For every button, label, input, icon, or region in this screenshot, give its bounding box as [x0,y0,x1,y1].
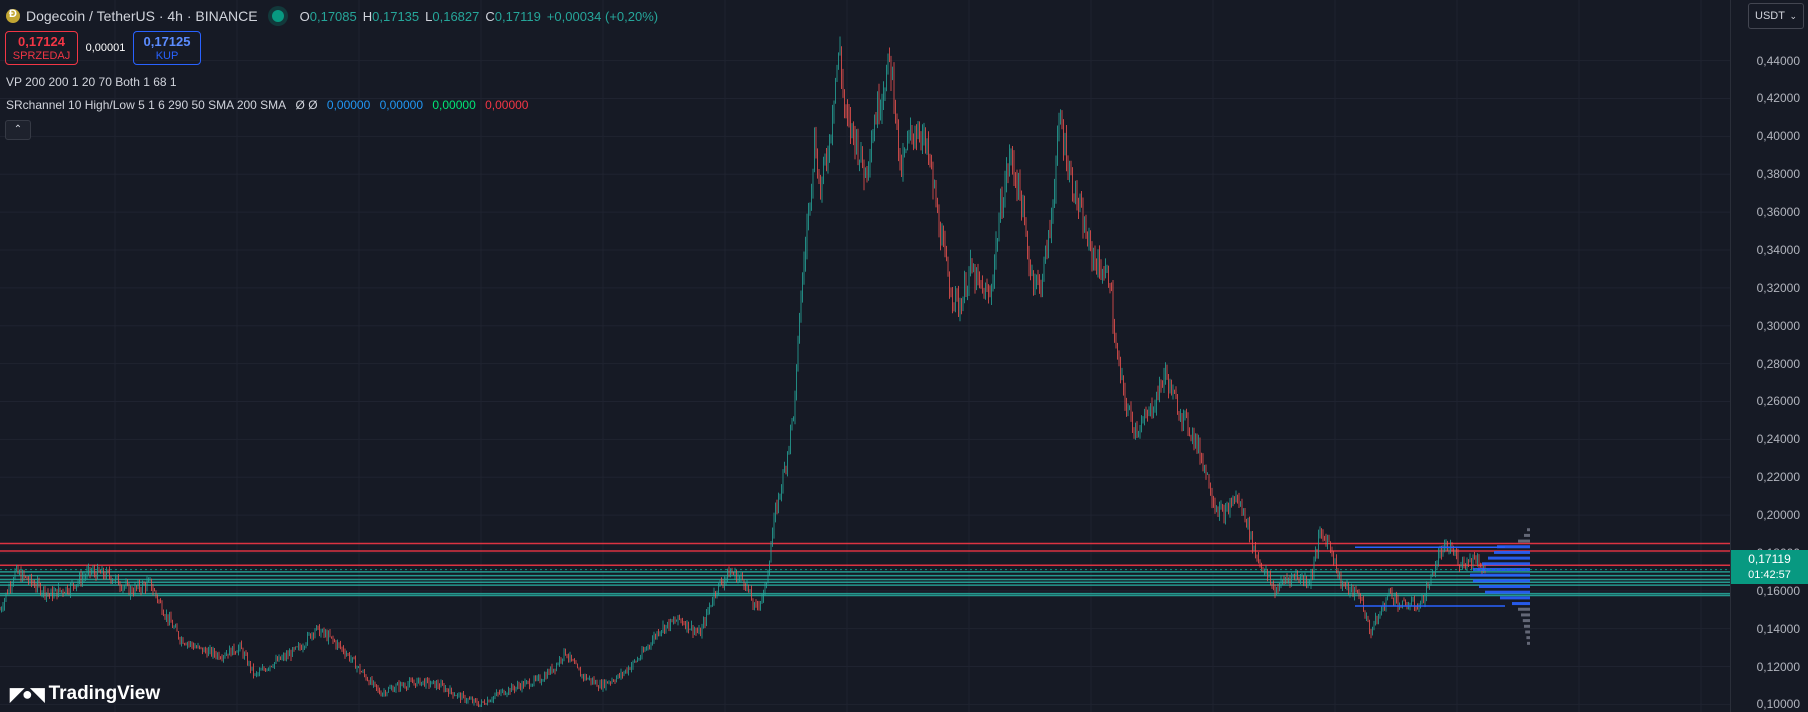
volume-profile-bar [1500,596,1530,600]
tradingview-logo-icon: ◤●◥ [10,683,45,704]
volume-profile-bar [1524,624,1530,628]
volume-profile-bar [1524,533,1530,537]
volume-profile-bar [1512,602,1530,606]
volume-profile-bar [1497,545,1530,549]
indicator-vp[interactable]: VP 200 200 1 20 70 Both 1 68 1 [6,75,183,89]
price-axis-label: 0,28000 [1756,356,1800,371]
ohlc-low: L0,16827 [425,8,480,24]
current-price-tag: 0,17119 01:42:57 [1731,550,1808,584]
volume-profile-bar [1522,619,1530,623]
price-axis-label: 0,10000 [1756,697,1800,712]
price-axis[interactable]: 0,44000 0,42000 0,40000 0,38000 0,36000 0,340… [1730,0,1808,712]
volume-profile-bar [1485,590,1530,594]
price-axis-label: 0,30000 [1756,318,1800,333]
price-axis-label: 0,42000 [1756,91,1800,106]
buy-label: KUP [155,50,179,62]
volume-profile-bar [1488,556,1530,560]
volume-profile-bar [1473,579,1530,583]
buy-button[interactable]: 0,17125 KUP [133,31,201,65]
volume-profile-bar [1525,630,1530,634]
indicator-sr-value-2: 0,00000 [379,98,424,112]
collapse-indicators-button[interactable]: ⌃ [5,120,31,140]
volume-profile-bar [1527,641,1530,645]
indicator-sr-value-1: 0,00000 [326,98,371,112]
volume-profile-bar [1526,636,1530,640]
indicator-sr-label: SRchannel 10 High/Low 5 1 6 290 50 SMA 2… [6,98,287,112]
chart-area[interactable] [0,0,1730,712]
candlestick-chart[interactable] [0,0,1730,712]
price-axis-label: 0,44000 [1756,53,1800,68]
currency-select[interactable]: USDT ⌄ [1748,3,1804,29]
price-axis-label: 0,26000 [1756,394,1800,409]
indicator-vp-label: VP 200 200 1 20 70 Both 1 68 1 [6,75,177,89]
tradingview-logo[interactable]: ◤●◥ TradingView [10,683,160,705]
price-axis-label: 0,22000 [1756,470,1800,485]
sell-price: 0,17124 [18,34,65,49]
sell-button[interactable]: 0,17124 SPRZEDAJ [5,31,78,65]
ohlc-high: H0,17135 [362,8,420,24]
price-axis-label: 0,40000 [1756,129,1800,144]
price-axis-label: 0,12000 [1756,659,1800,674]
price-axis-label: 0,36000 [1756,205,1800,220]
symbol-title[interactable]: Dogecoin / TetherUS · 4h · BINANCE [26,8,258,24]
tradingview-logo-text: TradingView [48,683,161,704]
indicator-srchannel[interactable]: SRchannel 10 High/Low 5 1 6 290 50 SMA 2… [6,98,534,112]
volume-profile-bar [1527,528,1530,532]
volume-profile-bar [1521,613,1530,617]
spread-value: 0,00001 [85,42,126,54]
price-axis-label: 0,24000 [1756,432,1800,447]
volume-profile-bar [1482,562,1530,566]
dogecoin-icon [6,8,20,23]
price-axis-label: 0,38000 [1756,167,1800,182]
price-axis-label: 0,34000 [1756,242,1800,257]
current-price: 0,17119 [1748,552,1791,566]
symbol-header: Dogecoin / TetherUS · 4h · BINANCE O0,17… [6,6,664,26]
price-axis-label: 0,32000 [1756,280,1800,295]
ohlc-change: +0,00034 (+0,20%) [546,8,659,24]
price-axis-label: 0,20000 [1756,508,1800,523]
sell-label: SPRZEDAJ [12,50,71,62]
chevron-up-icon: ⌃ [13,124,23,135]
indicator-sr-symbols: Ø Ø [295,98,318,112]
ohlc-close: C0,17119 [485,8,541,24]
market-status-icon[interactable] [271,10,284,22]
currency-label: USDT [1755,10,1785,22]
price-axis-label: 0,14000 [1756,621,1800,636]
buy-price: 0,17125 [143,34,191,49]
chevron-down-icon: ⌄ [1789,10,1797,21]
volume-profile-bar [1494,550,1530,554]
volume-profile-bar [1470,573,1530,577]
volume-profile-bar [1518,539,1530,543]
volume-profile-bar [1479,585,1530,589]
indicator-sr-value-4: 0,00000 [485,98,529,112]
price-axis-label: 0,16000 [1756,583,1800,598]
trade-panel: 0,17124 SPRZEDAJ 0,00001 0,17125 KUP [5,31,201,65]
bar-countdown: 01:42:57 [1748,569,1791,581]
indicator-sr-value-3: 0,00000 [432,98,476,112]
ohlc-open: O0,17085 [299,8,357,24]
volume-profile-bar [1518,607,1530,611]
